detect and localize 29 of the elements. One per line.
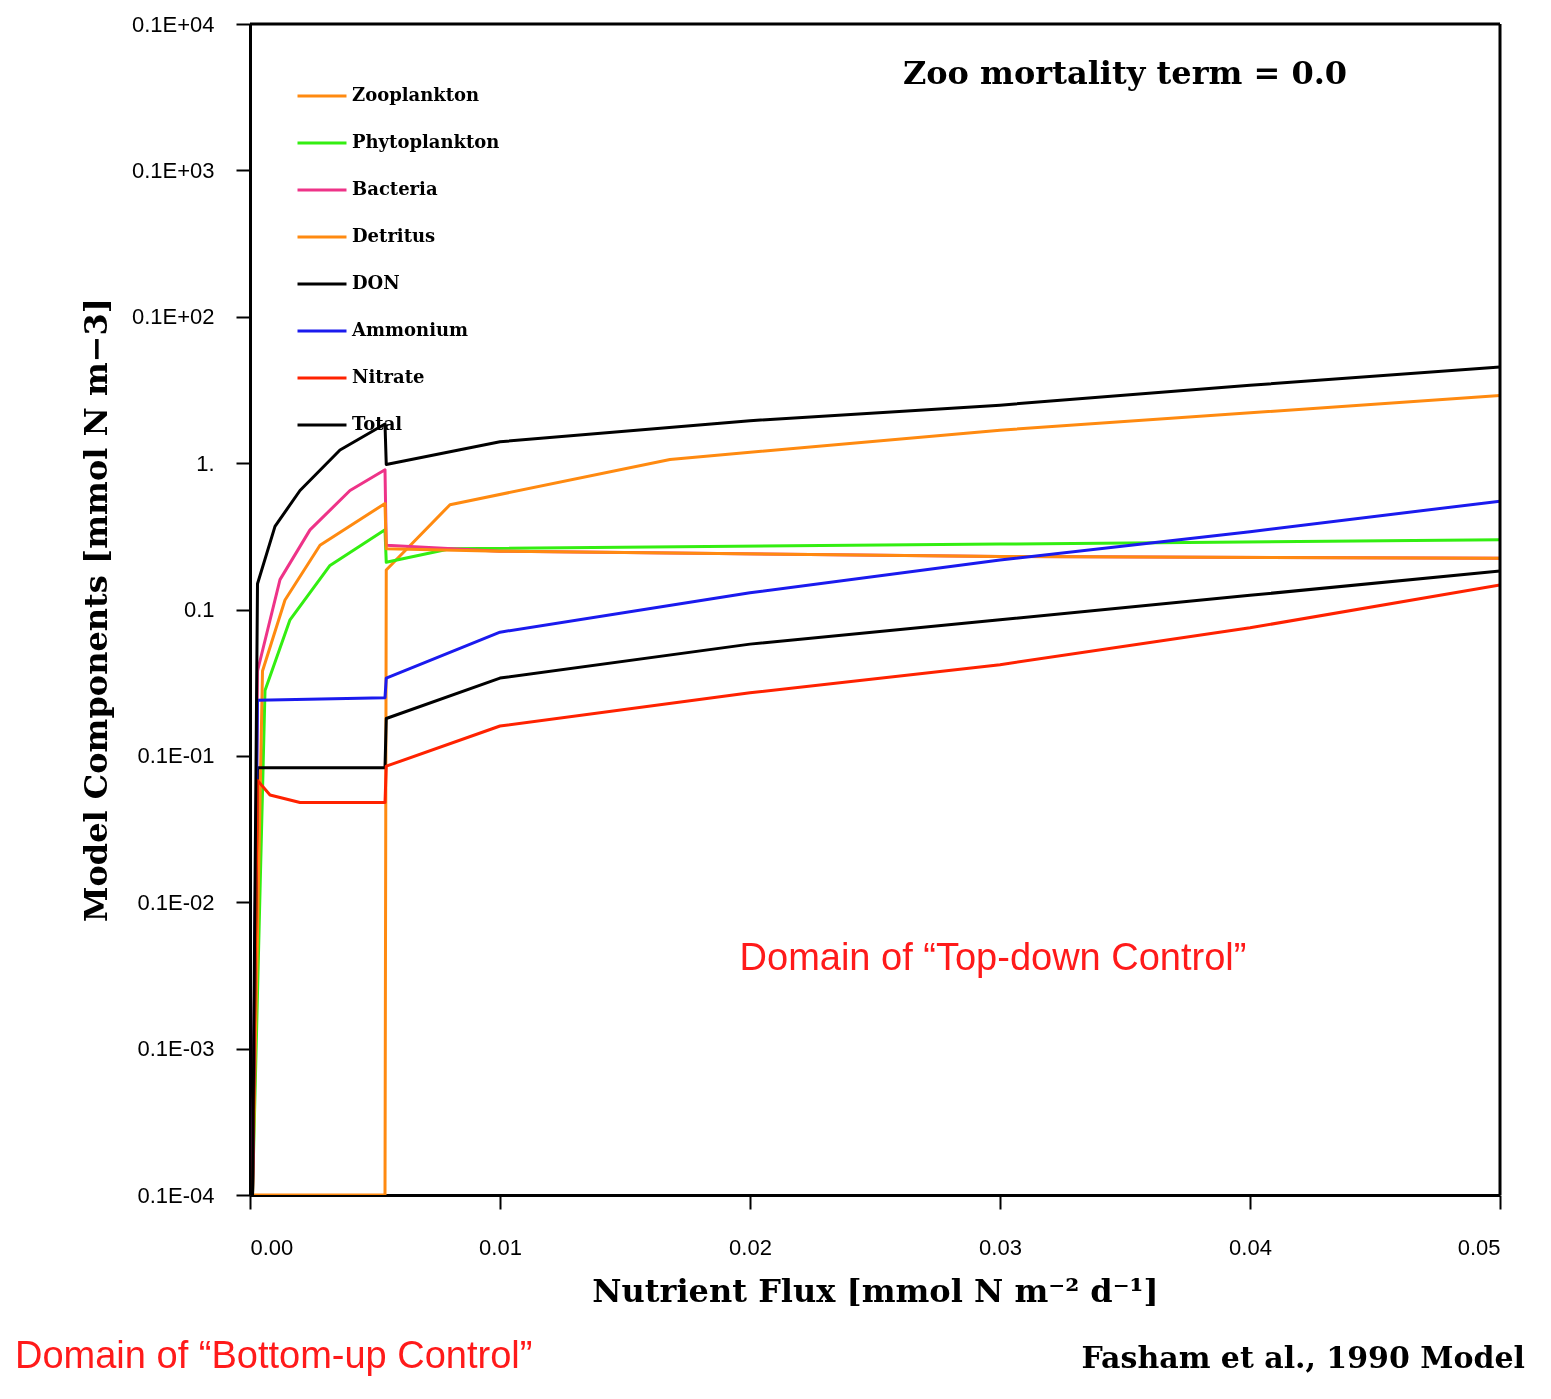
x-axis-title: Nutrient Flux [mmol N m⁻² d⁻¹]	[592, 1271, 1159, 1310]
x-tick-label: 0.00	[250, 1234, 294, 1260]
annotation: Domain of “Top-down Control”	[739, 936, 1247, 978]
y-tick-label: 0.1	[183, 597, 215, 622]
legend-label: Total	[352, 413, 403, 434]
legend-label: Detritus	[352, 225, 436, 246]
y-tick-label: 0.1E-04	[137, 1182, 215, 1208]
x-tick-label: 0.02	[729, 1234, 772, 1260]
x-tick-label: 0.01	[479, 1234, 522, 1260]
x-tick-label: 0.03	[979, 1234, 1022, 1260]
legend-label: Phytoplankton	[352, 131, 500, 152]
y-tick-label: 0.1E-01	[137, 743, 215, 769]
x-tick-label: 0.05	[1457, 1234, 1501, 1260]
y-tick-label: 0.1E-03	[137, 1036, 215, 1062]
y-tick-label: 0.1E+03	[131, 157, 215, 183]
legend-label: Bacteria	[352, 178, 438, 199]
x-tick-label: 0.04	[1229, 1234, 1272, 1260]
y-axis-title: Model Components [mmol N m−3]	[76, 298, 115, 922]
y-tick-label: 0.1E+04	[131, 11, 215, 37]
legend-label: Ammonium	[351, 319, 469, 340]
legend-label: Zooplankton	[352, 84, 480, 105]
legend-label: DON	[352, 272, 400, 293]
text: Fasham et al., 1990 Model	[1081, 1340, 1525, 1375]
y-tick-label: 0.1E+02	[131, 304, 215, 330]
y-tick-label: 0.1E-02	[137, 889, 215, 915]
legend-label: Nitrate	[352, 366, 425, 387]
y-tick-label: 1.	[196, 450, 215, 476]
text: Domain of “Bottom-up Control”	[15, 1334, 533, 1376]
annotation: Zoo mortality term = 0.0	[902, 54, 1348, 92]
